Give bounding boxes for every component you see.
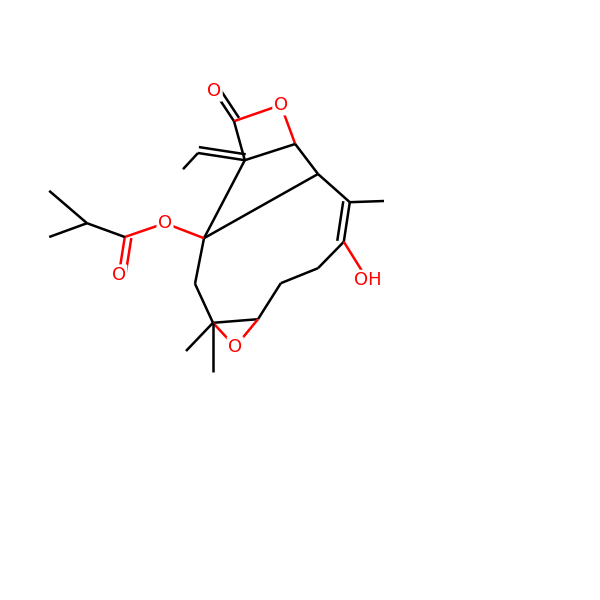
Text: O: O [112, 266, 126, 284]
Text: O: O [228, 338, 242, 356]
Text: OH: OH [354, 271, 382, 289]
Text: O: O [207, 82, 221, 100]
Text: O: O [158, 214, 172, 232]
Text: O: O [274, 96, 288, 114]
